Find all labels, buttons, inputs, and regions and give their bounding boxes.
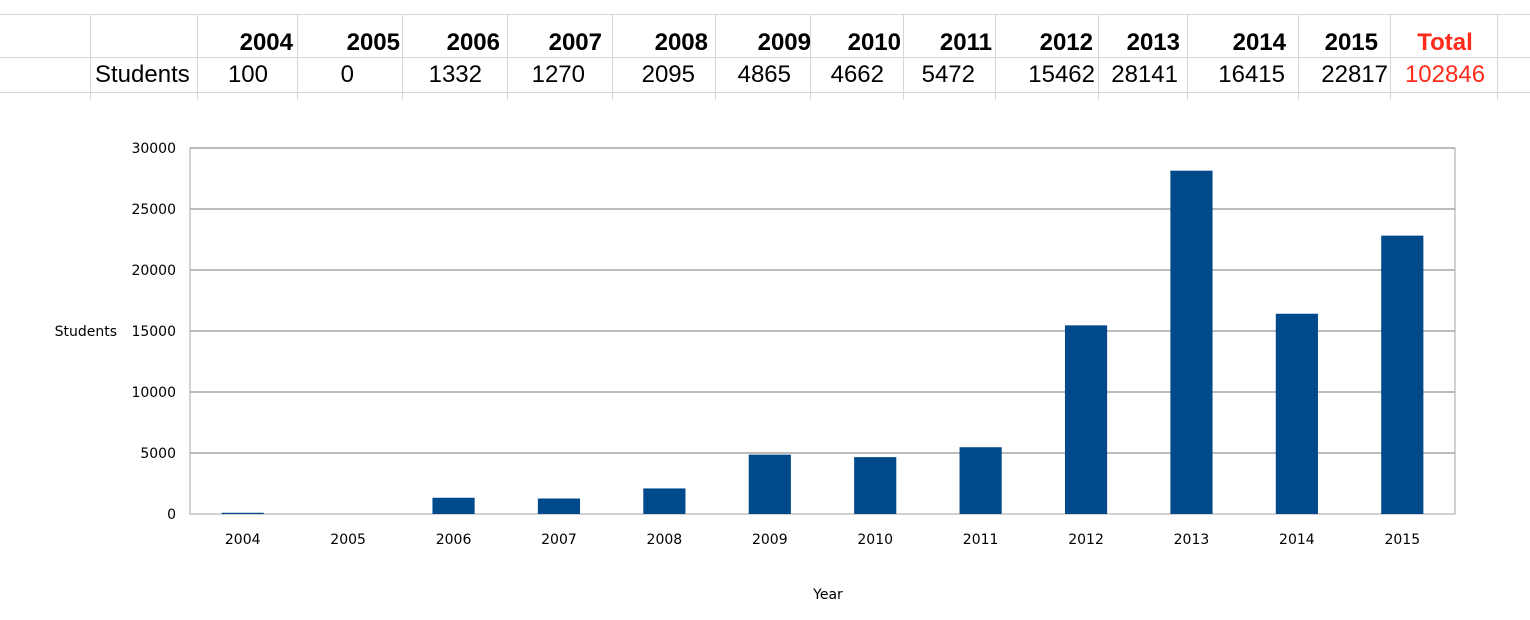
gridline-col xyxy=(1298,14,1299,100)
year-header-2015: 2015 xyxy=(1324,29,1378,56)
gridline-col xyxy=(1187,14,1188,100)
x-tick-label-2013: 2013 xyxy=(1174,532,1210,548)
year-header-2014: 2014 xyxy=(1232,29,1286,56)
student-count-2010: 4662 xyxy=(830,61,884,88)
gridline-col xyxy=(1497,14,1498,100)
gridline-col xyxy=(1390,14,1391,100)
student-count-2013: 28141 xyxy=(1111,61,1178,88)
year-header-2013: 2013 xyxy=(1126,29,1180,56)
year-header-2006: 2006 xyxy=(446,29,500,56)
bars xyxy=(221,170,1424,514)
total-value: 102846 xyxy=(1404,61,1486,88)
grid-lines xyxy=(190,147,1455,454)
gridline-col xyxy=(507,14,508,100)
row-label-students: Students xyxy=(95,61,190,88)
bar-2010 xyxy=(854,457,897,514)
student-count-2005: 0 xyxy=(340,61,354,88)
data-table: 2004 2005 2006 2007 2008 2009 2010 2011 2012 2013… xyxy=(0,0,1530,100)
year-header-2012: 2012 xyxy=(1039,29,1093,56)
gridline-col xyxy=(612,14,613,100)
gridline-col xyxy=(903,14,904,100)
bar-2007 xyxy=(537,498,581,514)
year-header-2010: 2010 xyxy=(847,29,901,56)
gridline-col xyxy=(995,14,996,100)
y-tick-label-5000: 5000 xyxy=(140,446,176,462)
x-tick-label-2007: 2007 xyxy=(541,532,577,548)
x-tick-label-2015: 2015 xyxy=(1384,532,1420,548)
x-tick-label-2008: 2008 xyxy=(647,532,683,548)
bar-2008 xyxy=(643,488,686,514)
y-tick-label-10000: 10000 xyxy=(131,385,176,401)
y-axis-ticks: 0 5000 10000 15000 20000 25000 30000 xyxy=(131,141,176,523)
x-tick-label-2004: 2004 xyxy=(225,532,261,548)
y-tick-label-30000: 30000 xyxy=(131,141,176,157)
student-count-2004: 100 xyxy=(227,61,268,88)
bar-2013 xyxy=(1170,170,1213,514)
bar-2011 xyxy=(959,447,1002,514)
x-tick-label-2009: 2009 xyxy=(752,532,788,548)
year-header-2009: 2009 xyxy=(757,29,811,56)
x-tick-label-2014: 2014 xyxy=(1279,532,1315,548)
y-tick-label-25000: 25000 xyxy=(131,202,176,218)
x-axis-label: Year xyxy=(812,587,843,603)
x-tick-label-2011: 2011 xyxy=(963,532,999,548)
year-header-2011: 2011 xyxy=(939,29,992,56)
y-tick-label-15000: 15000 xyxy=(131,324,176,340)
bar-2004 xyxy=(221,512,264,514)
bar-2014 xyxy=(1275,313,1318,514)
total-header: Total xyxy=(1417,29,1473,56)
gridline-col xyxy=(715,14,716,100)
year-header-2005: 2005 xyxy=(346,29,400,56)
x-tick-label-2006: 2006 xyxy=(436,532,472,548)
student-count-2014: 16415 xyxy=(1218,61,1285,88)
gridline-col xyxy=(90,14,91,100)
student-count-2006: 1332 xyxy=(428,61,482,88)
x-tick-label-2005: 2005 xyxy=(330,532,366,548)
gridline-col xyxy=(1098,14,1099,100)
gridline-row xyxy=(0,14,1530,15)
year-header-2008: 2008 xyxy=(654,29,708,56)
student-count-2009: 4865 xyxy=(737,61,791,88)
x-axis-ticks: 2004 2005 2006 2007 2008 2009 2010 2011 2012 2013… xyxy=(225,532,1420,548)
student-count-2011: 5472 xyxy=(921,61,975,88)
year-header-2007: 2007 xyxy=(548,29,602,56)
gridline-row xyxy=(0,92,1530,93)
student-count-2015: 22817 xyxy=(1321,61,1388,88)
plot-area xyxy=(189,147,1456,515)
gridline-row xyxy=(0,57,1530,58)
x-tick-label-2012: 2012 xyxy=(1068,532,1104,548)
x-tick-label-2010: 2010 xyxy=(857,532,893,548)
y-tick-label-20000: 20000 xyxy=(131,263,176,279)
bar-2009 xyxy=(748,454,791,514)
bar-2012 xyxy=(1064,325,1108,514)
student-count-2012: 15462 xyxy=(1028,61,1095,88)
bar-2006 xyxy=(432,497,475,514)
y-tick-label-0: 0 xyxy=(167,507,176,523)
gridline-col xyxy=(297,14,298,100)
y-axis-label: Students xyxy=(55,324,117,340)
gridline-col xyxy=(810,14,811,100)
student-count-2007: 1270 xyxy=(531,61,585,88)
gridline-col xyxy=(402,14,403,100)
bar-2015 xyxy=(1381,235,1424,514)
gridline-col xyxy=(197,14,198,100)
year-header-2004: 2004 xyxy=(239,29,293,56)
student-count-2008: 2095 xyxy=(641,61,695,88)
